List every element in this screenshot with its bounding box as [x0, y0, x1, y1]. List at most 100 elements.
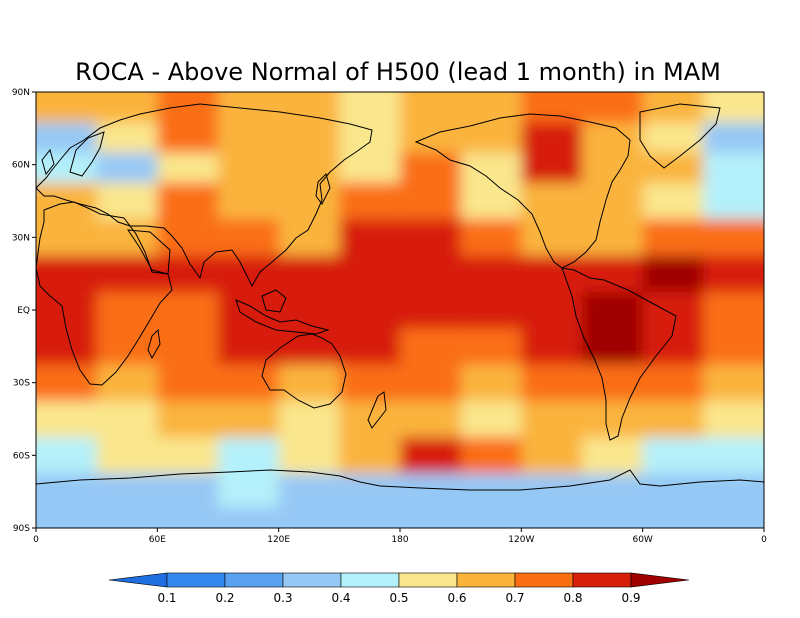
x-axis-ticks: 0 60E 120E 180 120W 60W 0: [33, 528, 767, 545]
field-cell: [703, 152, 764, 184]
colorbar-segment: [398, 572, 458, 588]
field-cell: [218, 400, 280, 439]
colorbar-right-arrow: [630, 572, 690, 588]
field-cell: [36, 219, 98, 257]
field-cell: [521, 400, 583, 439]
field-cell: [36, 328, 98, 366]
field-cell: [703, 328, 764, 366]
x-tick-label: 180: [391, 535, 408, 545]
field-cell: [278, 255, 341, 293]
field-cell: [521, 152, 583, 184]
field-cell: [339, 507, 401, 528]
field-cell: [582, 364, 644, 402]
field-cell: [36, 473, 98, 509]
coast-australia: [261, 333, 347, 409]
field-cell: [218, 122, 280, 154]
colorbar-segment: [456, 572, 516, 588]
field-cell: [278, 507, 341, 528]
colorbar-left-arrow: [108, 572, 168, 588]
coast-africa: [36, 201, 173, 386]
coast-newzealand: [367, 391, 387, 429]
y-tick-label: 30S: [13, 379, 30, 389]
field-cell: [157, 328, 219, 366]
x-tick-label: 60W: [632, 535, 652, 545]
field-cell: [582, 507, 644, 528]
x-tick-label: 120W: [508, 535, 534, 545]
field-cell: [582, 400, 644, 439]
colorbar-label: 0.4: [331, 591, 350, 605]
field-cell: [582, 182, 644, 221]
field-cell: [96, 400, 159, 439]
field-cell: [218, 255, 280, 293]
field-cell: [703, 291, 764, 330]
field-cell: [339, 328, 401, 366]
field-cell: [36, 437, 98, 475]
field-cell: [278, 364, 341, 402]
field-cell: [460, 92, 523, 124]
field-cell: [582, 473, 644, 509]
field-cell: [278, 92, 341, 124]
colorbar-label: 0.7: [505, 591, 524, 605]
field-cell: [521, 437, 583, 475]
colorbar-label: 0.2: [215, 591, 234, 605]
field-cell: [521, 364, 583, 402]
colorbar-label: 0.8: [563, 591, 582, 605]
field-cell: [278, 400, 341, 439]
field-cell: [400, 182, 462, 221]
field-cell: [157, 437, 219, 475]
y-tick-label: EQ: [17, 306, 30, 316]
x-tick-label: 0: [761, 535, 767, 545]
field-cell: [460, 328, 523, 366]
y-axis-ticks: 90N 60N 30N EQ 30S 60S 90S: [12, 88, 36, 534]
field-cell: [157, 291, 219, 330]
field-cell: [96, 122, 159, 154]
field-cell: [157, 122, 219, 154]
field-cell: [582, 92, 644, 124]
field-cell: [339, 400, 401, 439]
field-cell: [703, 182, 764, 221]
field-cell: [278, 122, 341, 154]
field-cell: [400, 507, 462, 528]
field-cell: [157, 473, 219, 509]
field-cell: [460, 364, 523, 402]
field-cell: [36, 507, 98, 528]
field-cell: [278, 437, 341, 475]
field-cell: [460, 122, 523, 154]
y-tick-label: 60S: [13, 451, 30, 461]
field-cell: [460, 219, 523, 257]
field-cell: [400, 364, 462, 402]
field-cell: [460, 400, 523, 439]
field-cell: [703, 364, 764, 402]
coast-eurasia: [36, 103, 373, 288]
chart-title: ROCA - Above Normal of H500 (lead 1 mont…: [75, 58, 721, 86]
field-cell: [400, 400, 462, 439]
field-cell: [339, 122, 401, 154]
field-cell: [339, 437, 401, 475]
colorbar-label: 0.1: [157, 591, 176, 605]
field-cell: [400, 473, 462, 509]
field-cell: [642, 473, 705, 509]
y-tick-label: 90N: [12, 88, 30, 98]
field-cell: [582, 255, 644, 293]
coast-scandinavia: [69, 131, 105, 177]
field-cell: [36, 182, 98, 221]
field-cell: [278, 219, 341, 257]
field-cell: [642, 437, 705, 475]
field-cell: [460, 437, 523, 475]
field-cell: [521, 291, 583, 330]
field-cell: [157, 219, 219, 257]
field-cell: [521, 255, 583, 293]
field-cell: [521, 507, 583, 528]
field-cell: [582, 328, 644, 366]
field-cell: [460, 152, 523, 184]
field-cell: [339, 219, 401, 257]
field-cell: [582, 291, 644, 330]
field-cell: [157, 92, 219, 124]
field-cell: [36, 291, 98, 330]
coast-arabia: [127, 229, 171, 275]
field-cell: [218, 437, 280, 475]
colorbar-segment: [224, 572, 284, 588]
coast-japan: [315, 173, 331, 205]
field-cell: [642, 328, 705, 366]
